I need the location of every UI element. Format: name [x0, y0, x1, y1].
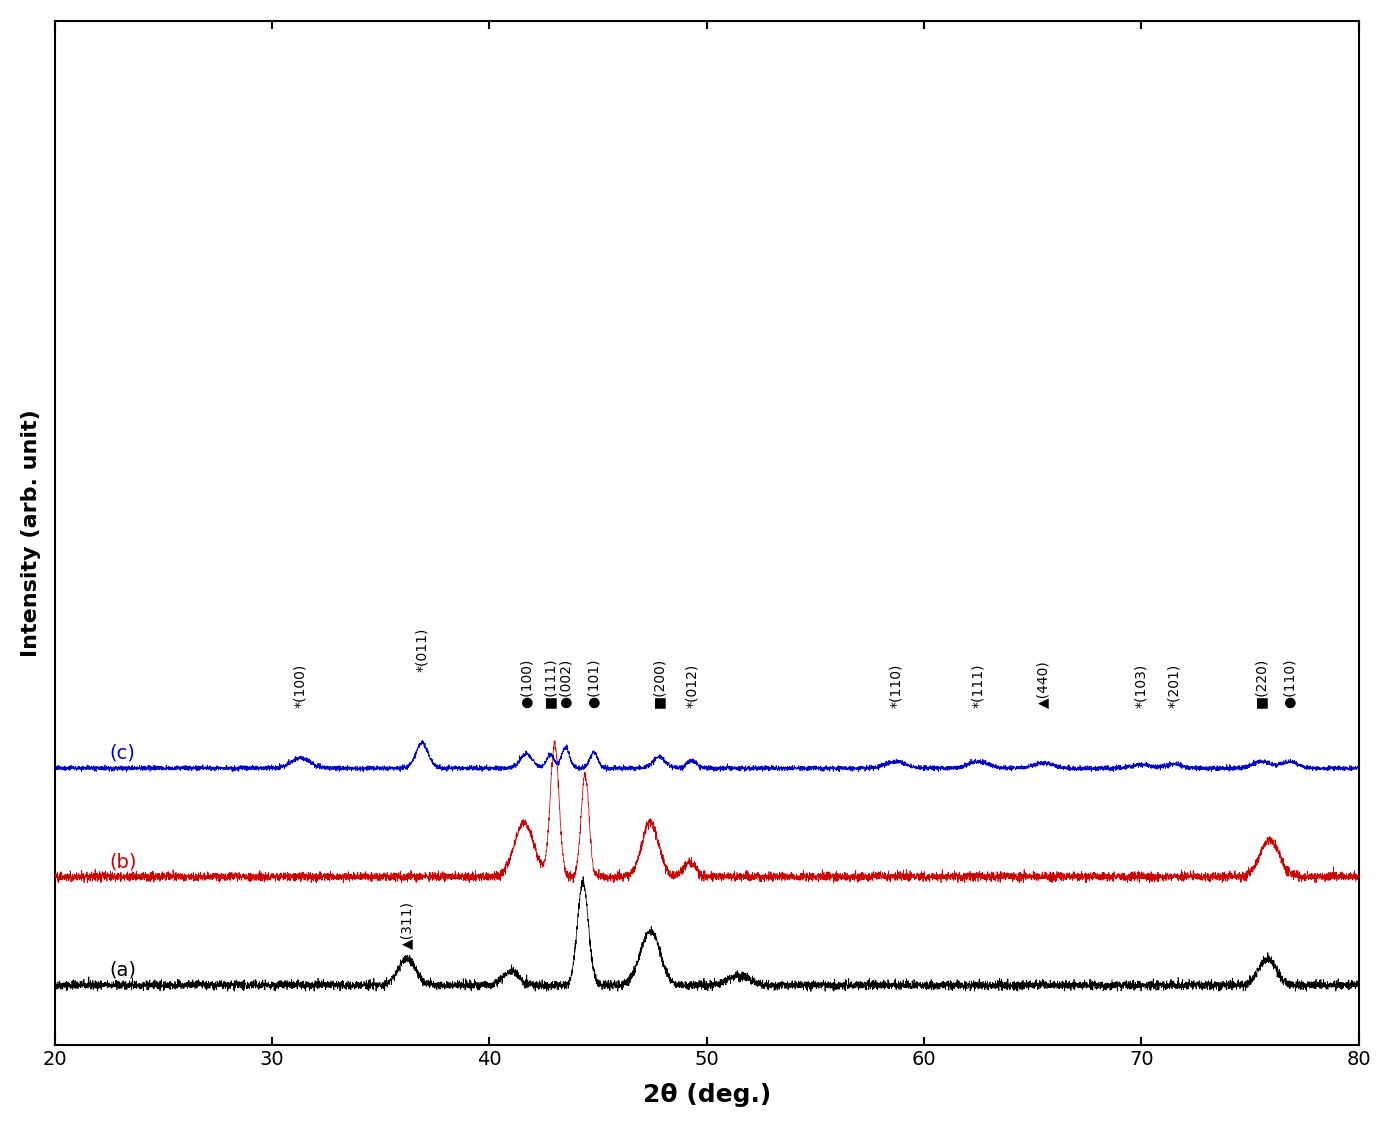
- Text: ■(220): ■(220): [1254, 658, 1268, 708]
- Text: (c): (c): [109, 743, 135, 763]
- Text: (b): (b): [109, 852, 136, 871]
- Text: *(011): *(011): [415, 627, 429, 672]
- Text: ■(200): ■(200): [651, 658, 665, 708]
- Text: *(100): *(100): [294, 663, 308, 708]
- Text: ▲(311): ▲(311): [400, 901, 413, 949]
- Text: ●(101): ●(101): [587, 659, 601, 708]
- Text: *(012): *(012): [685, 663, 699, 708]
- Text: *(103): *(103): [1134, 663, 1148, 708]
- Text: ●(110): ●(110): [1282, 659, 1296, 708]
- Text: *(201): *(201): [1166, 663, 1180, 708]
- Text: ●(100): ●(100): [519, 659, 533, 708]
- X-axis label: 2θ (deg.): 2θ (deg.): [643, 1083, 771, 1108]
- Text: ●(002): ●(002): [558, 659, 572, 708]
- Y-axis label: Intensity (arb. unit): Intensity (arb. unit): [21, 409, 40, 656]
- Text: (a): (a): [109, 961, 136, 979]
- Text: *(110): *(110): [889, 663, 903, 708]
- Text: ■(111): ■(111): [543, 658, 557, 708]
- Text: *(111): *(111): [972, 663, 986, 708]
- Text: ▲(440): ▲(440): [1037, 660, 1051, 708]
